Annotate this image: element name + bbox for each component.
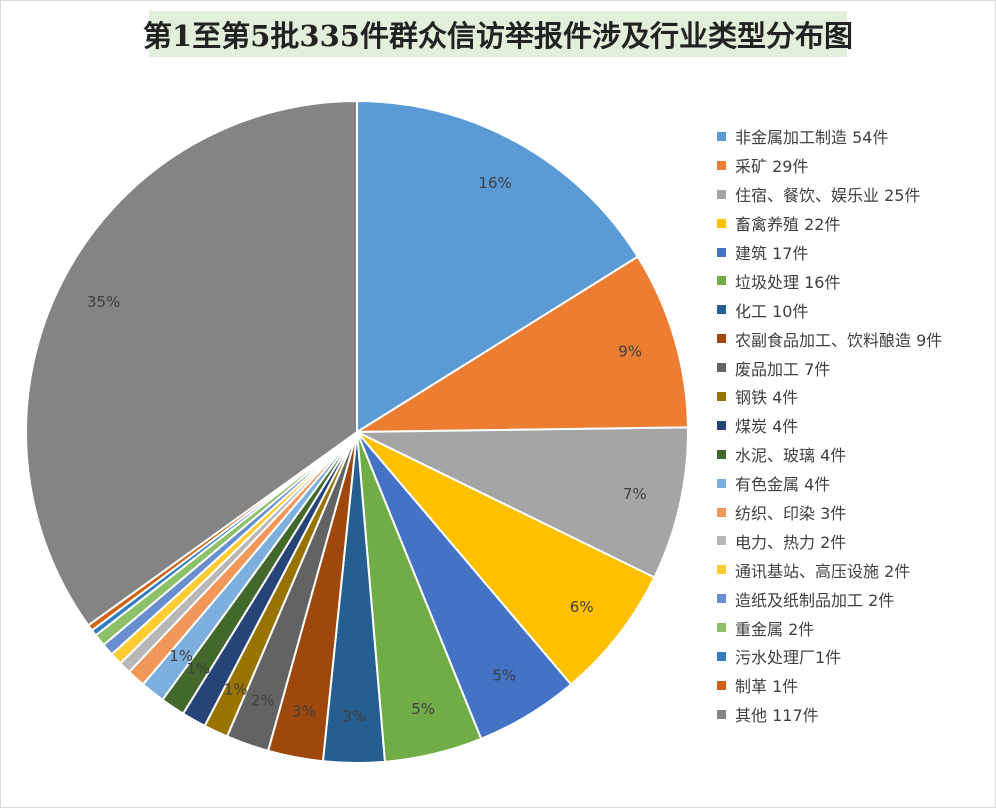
legend-swatch <box>717 594 726 604</box>
legend-item-15: 通讯基站、高压设施 2件 <box>717 555 992 584</box>
legend-item-9: 钢铁 4件 <box>717 382 992 411</box>
legend-swatch <box>717 391 726 401</box>
legend-swatch <box>717 189 726 199</box>
legend-item-3: 畜禽养殖 22件 <box>717 209 992 238</box>
legend-item-11: 水泥、玻璃 4件 <box>717 440 992 469</box>
legend-swatch <box>717 305 726 315</box>
chart-title-box: 第1至第5批335件群众信访举报件涉及行业类型分布图 <box>143 11 853 57</box>
data-label-8: 2% <box>251 692 275 710</box>
legend-item-13: 纺织、印染 3件 <box>717 498 992 527</box>
data-label-2: 7% <box>623 485 647 503</box>
data-label-3: 6% <box>570 598 594 616</box>
legend-label: 污水处理厂1件 <box>735 648 842 668</box>
data-label-20: 35% <box>87 293 120 311</box>
legend-item-0: 非金属加工制造 54件 <box>717 122 992 151</box>
legend-item-17: 重金属 2件 <box>717 613 992 642</box>
legend-item-7: 农副食品加工、饮料酿造 9件 <box>717 324 992 353</box>
pie-slice-1 <box>353 255 689 434</box>
legend-label: 垃圾处理 16件 <box>735 272 841 292</box>
legend-label: 电力、热力 2件 <box>735 532 847 552</box>
pie-slice-3 <box>356 431 656 686</box>
legend-swatch <box>717 276 726 286</box>
legend-swatch <box>717 334 726 344</box>
legend-item-5: 垃圾处理 16件 <box>717 266 992 295</box>
legend-label: 建筑 17件 <box>735 244 809 263</box>
legend-swatch <box>717 218 726 228</box>
legend-swatch <box>717 420 726 430</box>
pie-slice-2 <box>356 426 689 579</box>
legend-item-18: 污水处理厂1件 <box>717 642 992 671</box>
legend-swatch <box>717 363 726 373</box>
legend-swatch <box>717 651 726 661</box>
legend-label: 重金属 2件 <box>735 619 815 639</box>
data-label-4: 5% <box>492 667 516 685</box>
legend-label: 化工 10件 <box>735 301 809 321</box>
legend-swatch <box>717 709 726 719</box>
legend-swatch <box>717 623 726 633</box>
legend-item-4: 建筑 17件 <box>717 238 992 267</box>
data-label-12: 1% <box>169 647 193 665</box>
legend-item-19: 制革 1件 <box>717 671 992 700</box>
legend-item-8: 废品加工 7件 <box>717 353 992 382</box>
legend-label: 住宿、餐饮、娱乐业 25件 <box>735 186 921 206</box>
legend-label: 有色金属 4件 <box>735 475 831 495</box>
legend-item-14: 电力、热力 2件 <box>717 526 992 555</box>
data-label-9: 1% <box>224 681 248 699</box>
legend-label: 煤炭 4件 <box>735 417 799 437</box>
legend-item-16: 造纸及纸制品加工 2件 <box>717 584 992 613</box>
legend-swatch <box>717 565 726 575</box>
legend-label: 水泥、玻璃 4件 <box>735 446 847 466</box>
data-label-0: 16% <box>478 174 511 192</box>
legend-label: 畜禽养殖 22件 <box>735 215 841 235</box>
legend-item-6: 化工 10件 <box>717 295 992 324</box>
legend-item-10: 煤炭 4件 <box>717 411 992 440</box>
legend-label: 其他 117件 <box>735 706 819 726</box>
pie-slice-0 <box>356 99 640 434</box>
data-label-5: 5% <box>411 700 435 718</box>
legend-label: 造纸及纸制品加工 2件 <box>735 590 895 610</box>
legend-swatch <box>717 478 726 488</box>
legend-label: 废品加工 7件 <box>735 359 831 379</box>
legend-label: 纺织、印染 3件 <box>735 504 847 524</box>
chart-title: 第1至第5批335件群众信访举报件涉及行业类型分布图 <box>143 19 853 53</box>
legend-swatch <box>717 247 726 257</box>
legend-label: 钢铁 4件 <box>735 388 799 408</box>
legend-swatch <box>717 449 726 459</box>
data-label-7: 3% <box>292 703 316 721</box>
legend-swatch <box>717 160 726 170</box>
legend-label: 制革 1件 <box>735 677 799 697</box>
pie-slice-20 <box>25 99 358 627</box>
legend-label: 非金属加工制造 54件 <box>735 128 889 148</box>
legend-swatch <box>717 507 726 517</box>
legend: 非金属加工制造 54件 采矿 29件住宿、餐饮、娱乐业 25件 畜禽养殖 22件 建筑… <box>717 122 992 729</box>
legend-swatch <box>717 536 726 546</box>
data-label-6: 3% <box>342 708 366 726</box>
data-label-1: 9% <box>618 343 642 361</box>
legend-swatch <box>717 131 726 141</box>
data-label-11: 1% <box>187 659 211 677</box>
legend-label: 采矿 29件 <box>735 157 809 177</box>
legend-item-12: 有色金属 4件 <box>717 469 992 498</box>
legend-label: 通讯基站、高压设施 2件 <box>735 561 911 581</box>
legend-label: 农副食品加工、饮料酿造 9件 <box>735 330 943 350</box>
legend-item-2: 住宿、餐饮、娱乐业 25件 <box>717 180 992 209</box>
legend-item-1: 采矿 29件 <box>717 151 992 180</box>
legend-item-20: 其他 117件 <box>717 700 992 729</box>
legend-swatch <box>717 680 726 690</box>
